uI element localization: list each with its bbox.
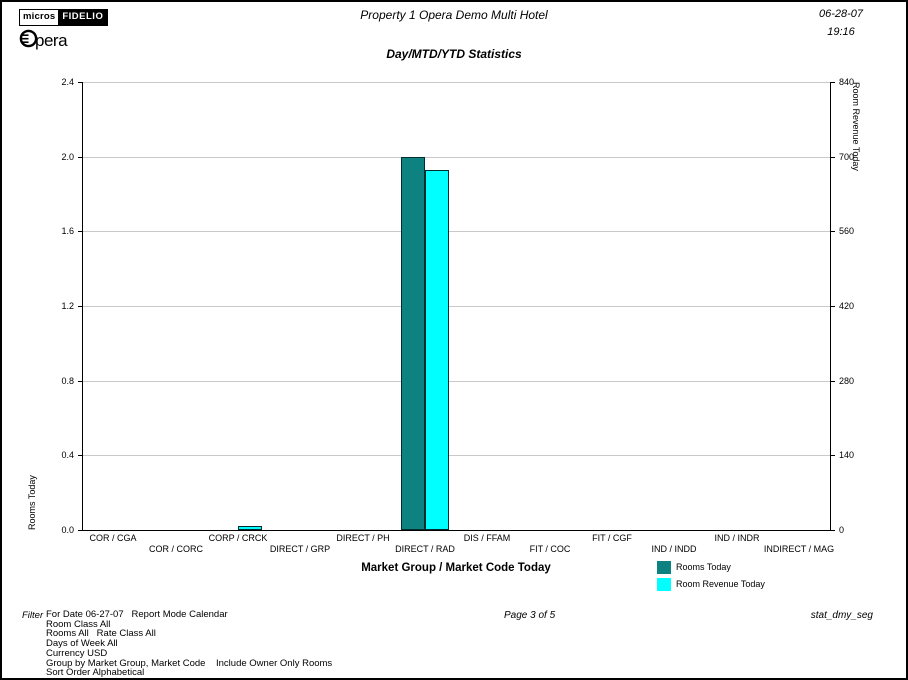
x-category-label: IND / INDD bbox=[651, 544, 697, 554]
gridline bbox=[82, 82, 830, 83]
opera-globe-icon bbox=[18, 28, 39, 54]
y-right-tick-label: 840 bbox=[839, 77, 855, 87]
x-category-label: IND / INDR bbox=[714, 533, 760, 543]
filter-line: Room Class All bbox=[46, 618, 111, 630]
gridline bbox=[82, 455, 830, 456]
y-left-tick-label: 0.4 bbox=[61, 450, 74, 460]
y-right-tick bbox=[831, 381, 835, 382]
x-category-label: FIT / COC bbox=[529, 544, 571, 554]
x-category-label: DIRECT / PH bbox=[336, 533, 390, 543]
micros-logo-text: micros bbox=[20, 10, 59, 25]
micros-fidelio-logo: micros FIDELIO bbox=[19, 9, 109, 26]
filter-line: Currency USD bbox=[46, 647, 108, 659]
filter-lines: For Date 06-27-07 Report Mode Calendar Ro… bbox=[46, 610, 332, 678]
y-right-tick bbox=[831, 82, 835, 83]
property-title: Property 1 Opera Demo Multi Hotel bbox=[360, 8, 548, 22]
y-right-tick-label: 140 bbox=[839, 450, 855, 460]
y-right-tick bbox=[831, 157, 835, 158]
y-right-tick bbox=[831, 231, 835, 232]
x-category-label: CORP / CRCK bbox=[208, 533, 268, 543]
filter-line: Sort Order Alphabetical bbox=[46, 667, 145, 679]
bar-room-revenue-today bbox=[238, 526, 262, 530]
y-left-tick-label: 2.0 bbox=[61, 152, 74, 162]
gridline bbox=[82, 157, 830, 158]
filter-line: Group by Market Group, Market Code Inclu… bbox=[46, 657, 333, 669]
legend-item: Rooms Today bbox=[657, 560, 731, 574]
x-category-label: DIRECT / RAD bbox=[395, 544, 455, 554]
y-right-tick bbox=[831, 455, 835, 456]
y-left-tick bbox=[78, 231, 82, 232]
report-code: stat_dmy_seg bbox=[810, 610, 873, 621]
filter-line: For Date 06-27-07 Report Mode Calendar bbox=[46, 609, 228, 620]
y-left-tick bbox=[78, 306, 82, 307]
bar-room-revenue-today bbox=[425, 170, 449, 530]
x-category-label: COR / CORC bbox=[149, 544, 203, 554]
fidelio-logo-text: FIDELIO bbox=[58, 10, 108, 25]
y-left-tick-label: 2.4 bbox=[61, 77, 74, 87]
y-right-tick-label: 560 bbox=[839, 226, 855, 236]
gridline bbox=[82, 306, 830, 307]
y-left-tick bbox=[78, 82, 82, 83]
filter-line: Days of Week All bbox=[46, 638, 118, 650]
legend-swatch bbox=[657, 560, 671, 574]
y-axis-left-line bbox=[82, 82, 83, 530]
y-right-tick-label: 0 bbox=[839, 525, 845, 535]
y-left-tick bbox=[78, 157, 82, 158]
y-axis-right-title: Room Revenue Today bbox=[851, 82, 861, 171]
y-right-tick-label: 420 bbox=[839, 301, 855, 311]
y-axis-left-title: Rooms Today bbox=[27, 475, 37, 530]
legend-item: Room Revenue Today bbox=[657, 577, 765, 591]
y-right-tick-label: 700 bbox=[839, 152, 855, 162]
report-title: Day/MTD/YTD Statistics bbox=[386, 47, 522, 61]
y-right-tick bbox=[831, 530, 835, 531]
x-category-label: DIRECT / GRP bbox=[269, 544, 331, 554]
x-axis-line bbox=[82, 530, 831, 531]
x-axis-title: Market Group / Market Code Today bbox=[361, 562, 551, 574]
filter-line: Rooms All Rate Class All bbox=[46, 628, 156, 640]
y-right-tick bbox=[831, 306, 835, 307]
y-left-tick bbox=[78, 381, 82, 382]
bar-rooms-today bbox=[401, 157, 425, 530]
x-category-label: DIS / FFAM bbox=[463, 533, 511, 543]
y-right-tick-label: 280 bbox=[839, 376, 855, 386]
opera-logo: pera bbox=[18, 28, 68, 54]
y-left-tick-label: 1.6 bbox=[61, 226, 74, 236]
y-left-tick-label: 1.2 bbox=[61, 301, 74, 311]
y-left-tick-label: 0.8 bbox=[61, 376, 74, 386]
gridline bbox=[82, 231, 830, 232]
legend-swatch bbox=[657, 577, 671, 591]
report-time: 19:16 bbox=[827, 26, 855, 38]
y-left-tick-label: 0.0 bbox=[61, 525, 74, 535]
legend-label: Room Revenue Today bbox=[676, 579, 765, 589]
report-date: 06-28-07 bbox=[818, 8, 864, 20]
x-category-label: COR / CGA bbox=[89, 533, 137, 543]
x-category-label: FIT / CGF bbox=[592, 533, 632, 543]
filter-label: Filter bbox=[22, 610, 44, 621]
x-category-label: INDIRECT / MAG bbox=[763, 544, 835, 554]
legend-label: Rooms Today bbox=[676, 562, 731, 572]
y-left-tick bbox=[78, 530, 82, 531]
opera-logo-text: pera bbox=[35, 31, 68, 50]
y-axis-right-line bbox=[830, 82, 831, 530]
y-left-tick bbox=[78, 455, 82, 456]
page-number: Page 3 of 5 bbox=[504, 610, 556, 621]
gridline bbox=[82, 381, 830, 382]
